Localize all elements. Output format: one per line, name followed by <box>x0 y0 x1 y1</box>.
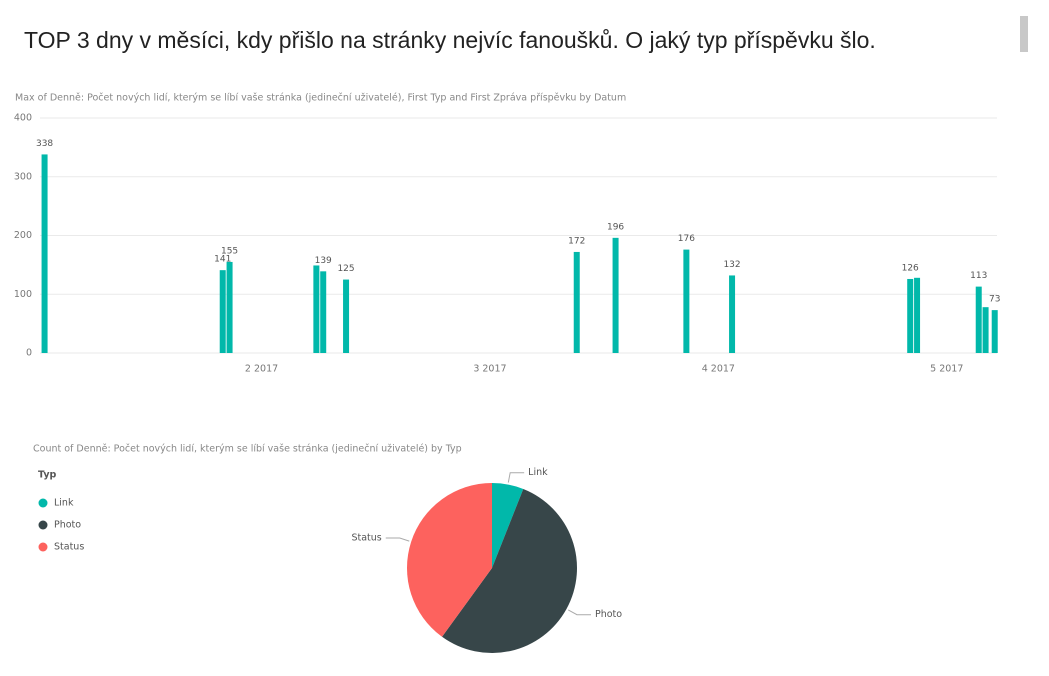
leader-line <box>385 537 410 542</box>
y-tick-label: 0 <box>26 348 32 359</box>
legend-label: Photo <box>54 520 81 531</box>
slice-label: Photo <box>595 609 622 620</box>
bar <box>975 286 982 353</box>
x-tick-label: 4 2017 <box>702 364 735 375</box>
legend-title: Typ <box>38 470 57 481</box>
bar <box>907 278 914 353</box>
bar <box>320 271 327 353</box>
legend-marker <box>38 520 48 530</box>
legend-marker <box>38 542 48 552</box>
y-tick-label: 100 <box>14 289 32 300</box>
bar <box>313 265 320 353</box>
data-label: 132 <box>723 260 740 270</box>
data-label: 338 <box>36 139 53 149</box>
data-label: 139 <box>315 256 332 266</box>
leader-line <box>567 609 592 616</box>
bar <box>226 261 233 353</box>
legend-label: Link <box>54 498 74 509</box>
legend-marker <box>38 498 48 508</box>
bar <box>982 307 989 353</box>
bar <box>612 237 619 353</box>
x-tick-label: 5 2017 <box>930 364 963 375</box>
slice-label: Link <box>528 467 548 478</box>
bar <box>343 279 350 353</box>
y-tick-label: 300 <box>14 171 32 182</box>
pie-slice <box>492 483 524 568</box>
x-tick-label: 3 2017 <box>473 364 506 375</box>
scrollbar[interactable] <box>1020 16 1028 52</box>
bar <box>914 277 921 353</box>
pie-chart-title: Count of Denně: Počet nových lidí, který… <box>33 444 462 455</box>
pie-slice <box>407 483 492 637</box>
data-label: 172 <box>568 236 585 246</box>
pie-slice <box>442 488 577 653</box>
data-label: 176 <box>678 234 695 244</box>
page-title: TOP 3 dny v měsíci, kdy přišlo na stránk… <box>24 27 876 53</box>
data-label: 141 <box>214 255 231 265</box>
bar <box>219 270 226 353</box>
bar <box>683 249 690 353</box>
data-label: 73 <box>989 295 1000 305</box>
y-tick-label: 400 <box>14 113 32 124</box>
slice-label: Status <box>351 533 381 544</box>
y-tick-label: 200 <box>14 230 32 241</box>
leader-line <box>507 472 525 483</box>
bar <box>573 251 580 353</box>
bar <box>991 310 998 353</box>
data-label: 155 <box>221 246 238 256</box>
data-label: 196 <box>607 222 624 232</box>
x-tick-label: 2 2017 <box>245 364 278 375</box>
bar <box>41 154 48 353</box>
data-label: 113 <box>970 271 987 281</box>
bar <box>729 275 736 353</box>
legend-label: Status <box>54 542 84 553</box>
data-label: 126 <box>902 263 919 273</box>
bar-chart-title: Max of Denně: Počet nových lidí, kterým … <box>15 93 626 104</box>
data-label: 125 <box>337 264 354 274</box>
